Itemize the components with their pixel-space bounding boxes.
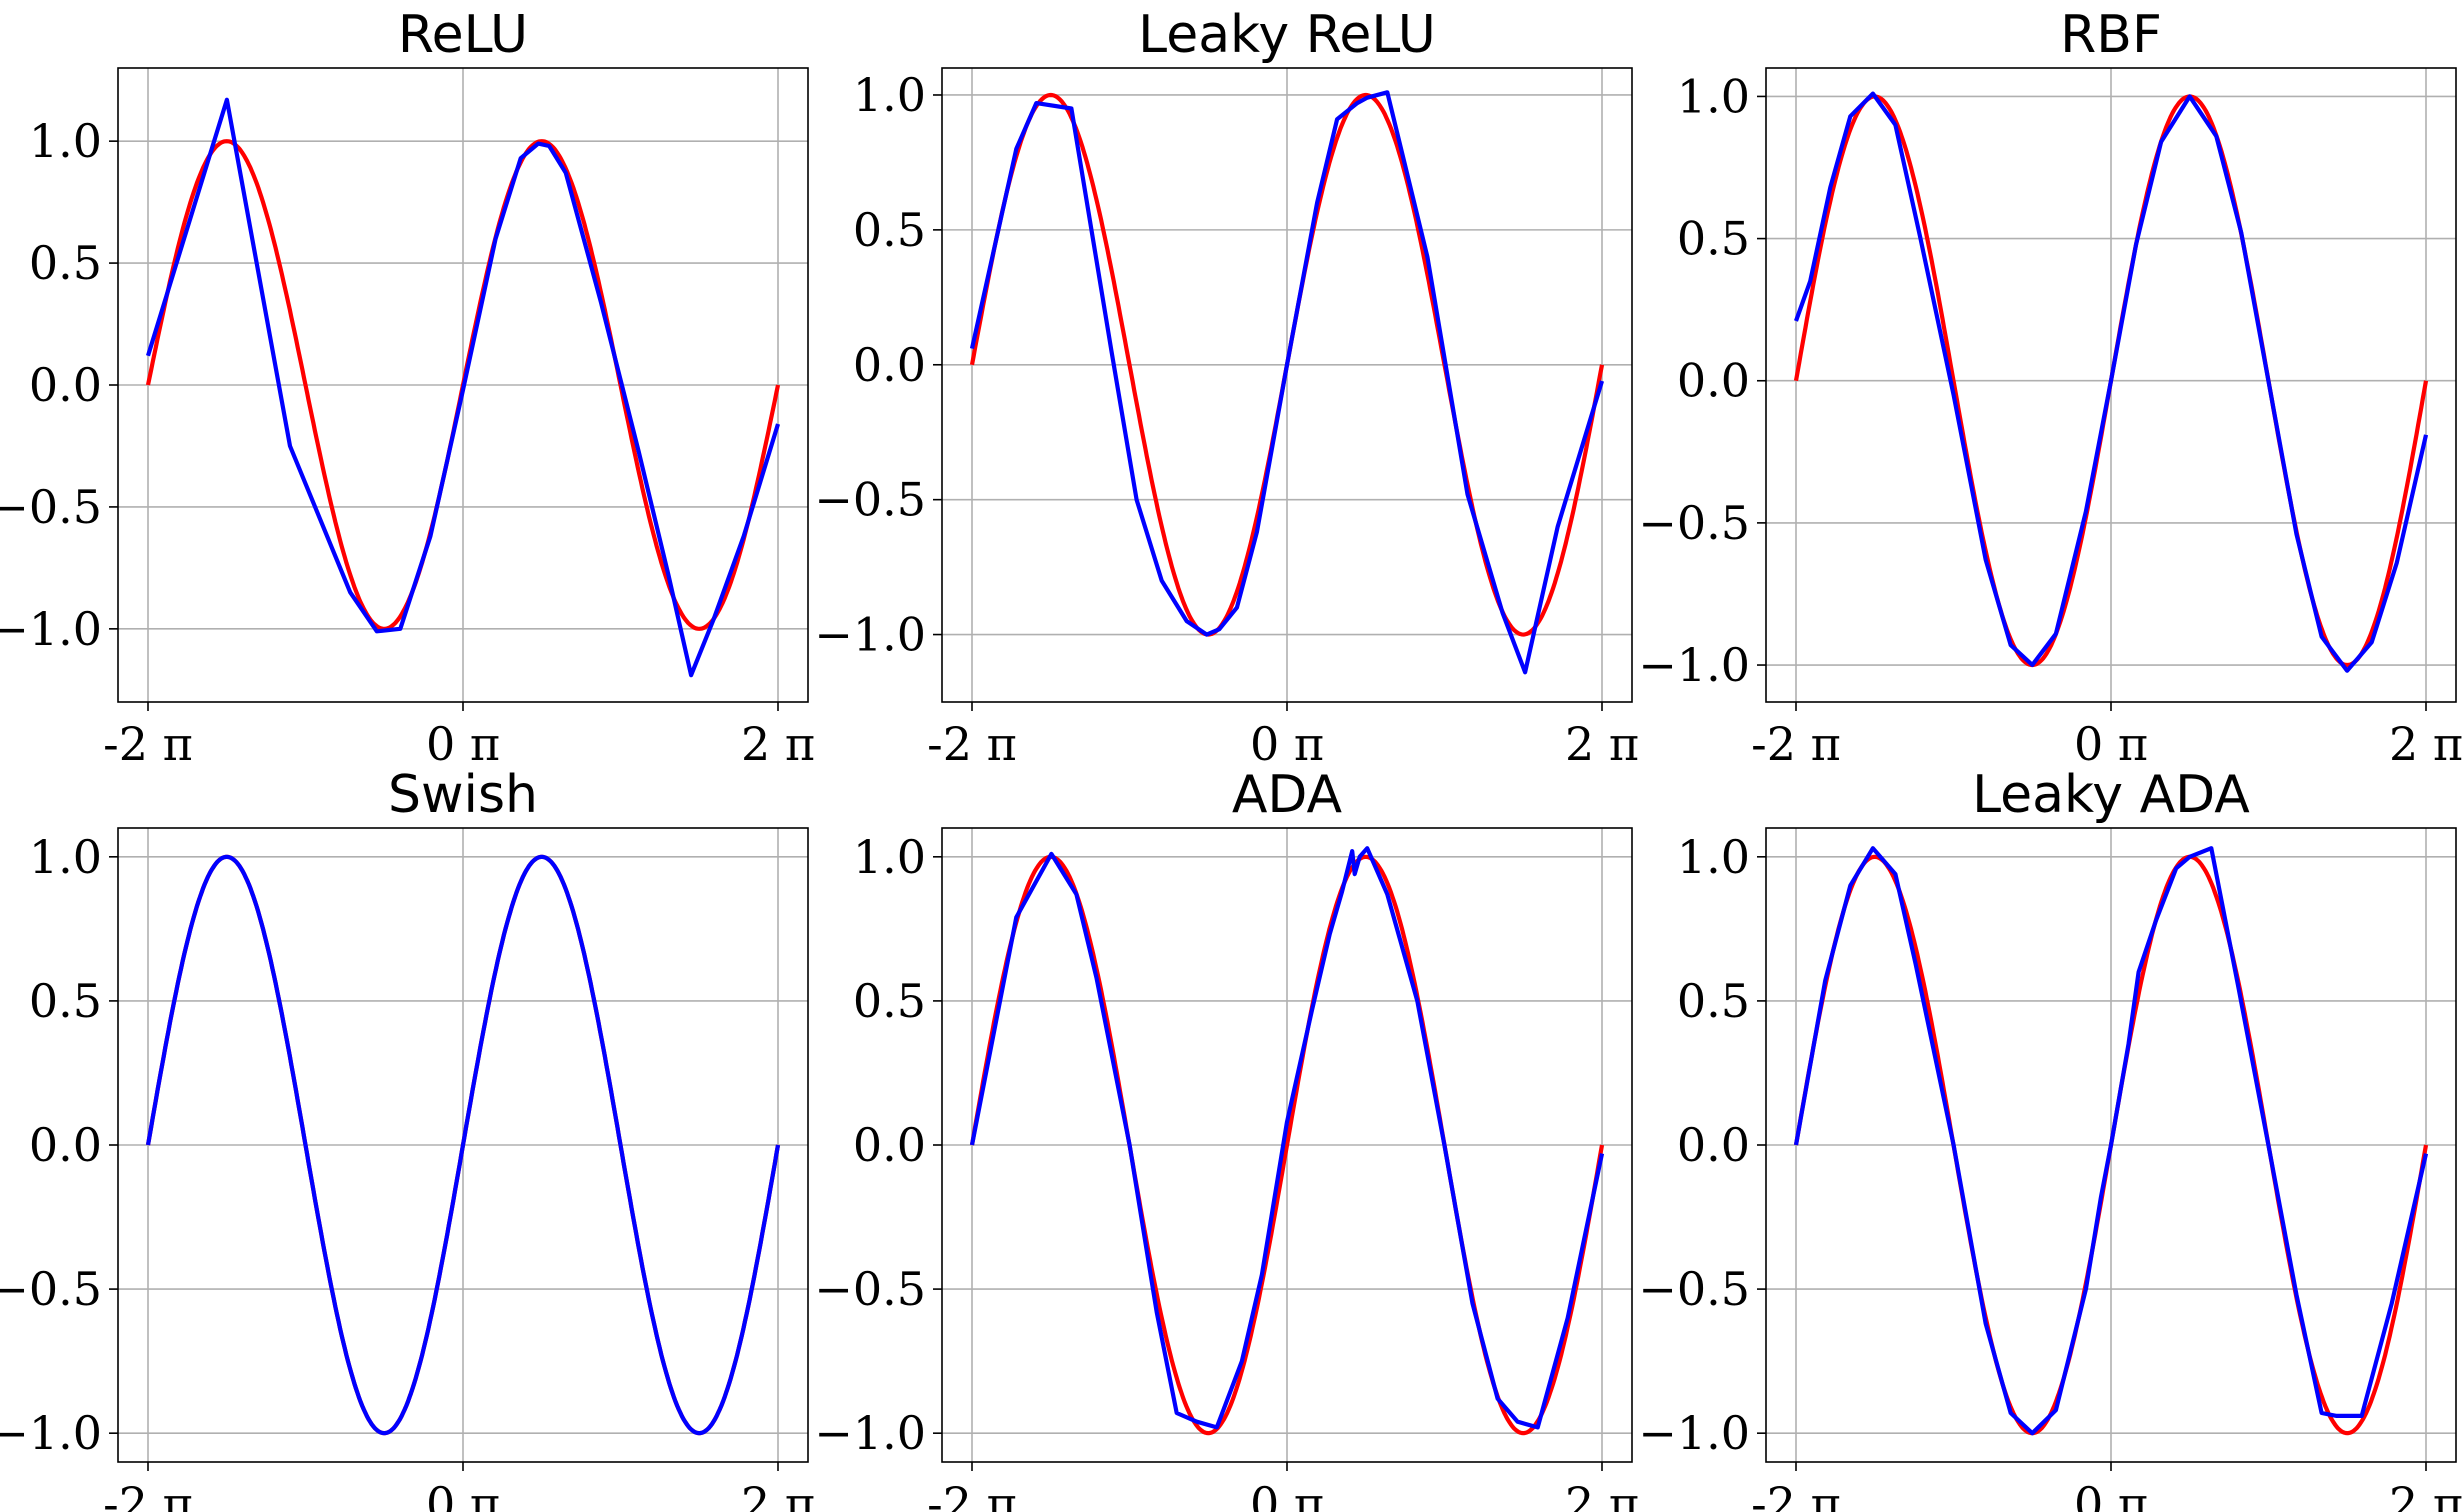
y-tick-label: 1.0 (29, 830, 102, 884)
y-tick-label: 0.5 (853, 203, 926, 257)
x-tick-label: 2 π (741, 1477, 815, 1512)
approximation-curve (1794, 91, 2429, 673)
x-tick-label: -2 π (103, 717, 193, 771)
y-tick-label: −0.5 (814, 1262, 926, 1316)
subplot-swish: -2 π 0 π 2 π 1.0 0.5 0.0 −0.5 −1.0 Swish (0, 765, 815, 1512)
subplot-title: ADA (1232, 765, 1343, 825)
y-tick-label: 1.0 (1677, 830, 1750, 884)
subplot-rbf: -2 π 0 π 2 π 1.0 0.5 0.0 −0.5 −1.0 RBF (1638, 5, 2462, 771)
y-tick-label: 0.5 (1677, 974, 1750, 1028)
y-tick-label: −1.0 (1638, 1406, 1750, 1460)
x-tick-label: 0 π (2074, 717, 2148, 771)
y-tick-label: 0.5 (1677, 212, 1750, 266)
approximation-curve (969, 846, 1605, 1430)
x-tick-label: 0 π (2074, 1477, 2148, 1512)
y-tick-label: 1.0 (1677, 69, 1750, 123)
approximation-curve (1793, 846, 2429, 1436)
approximation-curve (969, 90, 1605, 675)
x-tick-label: 0 π (426, 717, 500, 771)
subplot-title: ReLU (398, 5, 528, 65)
x-tick-label: 0 π (1250, 1477, 1324, 1512)
plot-area (145, 854, 781, 1436)
y-tick-label: 0.5 (29, 236, 102, 290)
plot-area (1793, 846, 2429, 1436)
y-tick-label: −1.0 (0, 1406, 102, 1460)
y-tick-label: −0.5 (0, 480, 102, 534)
x-tick-label: -2 π (927, 1477, 1017, 1512)
y-tick-label: 0.5 (853, 974, 926, 1028)
y-tick-label: 0.0 (1677, 354, 1750, 408)
x-tick-label: 2 π (1565, 717, 1639, 771)
subplot-title: Swish (388, 765, 538, 825)
subplot-title: Leaky ADA (1972, 765, 2250, 825)
y-tick-label: 0.0 (853, 1118, 926, 1172)
y-tick-label: 0.0 (29, 358, 102, 412)
x-tick-label: 2 π (2389, 1477, 2462, 1512)
y-tick-label: 0.0 (1677, 1118, 1750, 1172)
subplot-leaky-ada: -2 π 0 π 2 π 1.0 0.5 0.0 −0.5 −1.0 Leaky ADA (1638, 765, 2462, 1512)
x-tick-label: -2 π (103, 1477, 193, 1512)
y-tick-label: −1.0 (814, 608, 926, 662)
x-tick-label: 2 π (1565, 1477, 1639, 1512)
y-tick-label: −0.5 (1638, 1262, 1750, 1316)
x-tick-label: 2 π (2389, 717, 2462, 771)
y-tick-label: 1.0 (29, 114, 102, 168)
approximation-curve (145, 854, 781, 1436)
y-tick-label: 0.0 (29, 1118, 102, 1172)
y-tick-label: −0.5 (814, 473, 926, 527)
y-tick-label: −1.0 (1638, 638, 1750, 692)
approximation-curve (145, 97, 781, 678)
plot-area (1793, 91, 2429, 673)
plot-area (969, 846, 1605, 1436)
subplot-title: RBF (2060, 5, 2162, 65)
y-tick-label: −1.0 (0, 602, 102, 656)
x-tick-label: -2 π (927, 717, 1017, 771)
subplot-ada: -2 π 0 π 2 π 1.0 0.5 0.0 −0.5 −1.0 ADA (814, 765, 1639, 1512)
plot-area (145, 97, 781, 678)
y-tick-label: 0.5 (29, 974, 102, 1028)
subplot-relu: -2 π 0 π 2 π 1.0 0.5 0.0 −0.5 −1.0 ReLU (0, 5, 815, 771)
plot-area (969, 90, 1605, 675)
y-tick-label: 1.0 (853, 830, 926, 884)
y-tick-label: 0.0 (853, 338, 926, 392)
y-tick-label: −0.5 (0, 1262, 102, 1316)
subplot-title: Leaky ReLU (1138, 5, 1436, 65)
y-tick-label: −1.0 (814, 1406, 926, 1460)
y-tick-label: 1.0 (853, 68, 926, 122)
x-tick-label: -2 π (1751, 717, 1841, 771)
x-tick-label: 0 π (426, 1477, 500, 1512)
y-tick-label: −0.5 (1638, 496, 1750, 550)
x-tick-label: -2 π (1751, 1477, 1841, 1512)
x-tick-label: 2 π (741, 717, 815, 771)
x-tick-label: 0 π (1250, 717, 1324, 771)
subplot-leaky-relu: -2 π 0 π 2 π 1.0 0.5 0.0 −0.5 −1.0 Leaky ReLU (814, 5, 1639, 771)
